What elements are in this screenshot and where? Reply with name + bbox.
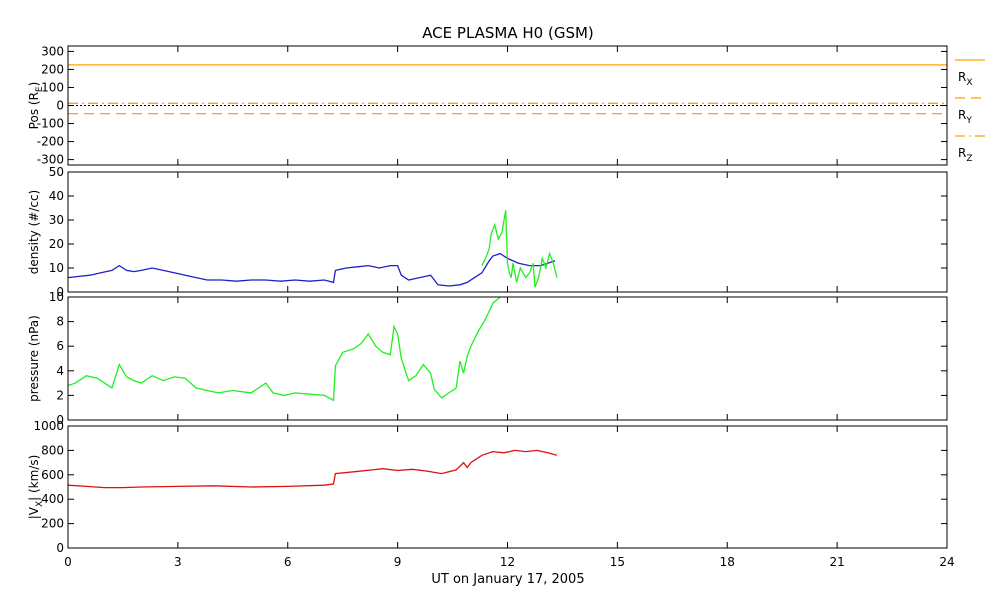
y-tick-label: 300: [41, 44, 64, 58]
y-tick-label: 1000: [33, 419, 64, 433]
series-pressure-0: [68, 297, 501, 402]
chart-title: ACE PLASMA H0 (GSM): [422, 24, 594, 42]
y-axis-label-velocity: |VX| (km/s): [27, 455, 45, 520]
y-tick-label: 6: [56, 339, 64, 353]
plot-frame-density: [67, 171, 948, 293]
y-tick-label: 400: [41, 492, 64, 506]
y-tick-label: 2: [56, 388, 64, 402]
series-density-1: [481, 210, 558, 288]
y-tick-label: 30: [49, 213, 64, 227]
x-tick-label: 0: [64, 555, 72, 569]
y-tick-label: 100: [41, 80, 64, 94]
legend-label-x: RX: [958, 70, 973, 88]
x-tick-label: 18: [720, 555, 735, 569]
y-tick-label: 200: [41, 62, 64, 76]
x-tick-label: 21: [829, 555, 844, 569]
x-tick-label: 3: [174, 555, 182, 569]
y-tick-label: 8: [56, 315, 64, 329]
x-tick-label: 24: [939, 555, 954, 569]
y-tick-label: 200: [41, 517, 64, 531]
panel-density: 0 10 20 30 40 50 density (#/cc): [27, 165, 948, 299]
plot-frame-position: [67, 45, 948, 166]
y-tick-label: 10: [49, 261, 64, 275]
y-tick-label: 10: [49, 290, 64, 304]
x-tick-label: 9: [394, 555, 402, 569]
y-tick-label: 800: [41, 443, 64, 457]
y-tick-label: -300: [37, 153, 64, 167]
x-axis-label: UT on January 17, 2005: [431, 572, 584, 587]
y-tick-label: 600: [41, 468, 64, 482]
y-tick-label: -100: [37, 117, 64, 131]
y-tick-label: 0: [56, 541, 64, 555]
y-tick-label: -200: [37, 135, 64, 149]
plot-frame-velocity: [67, 425, 948, 549]
y-axis-label-pressure: pressure (nPa): [27, 315, 41, 402]
panel-pressure: 0 2 4 6 8 10 pressure (nPa): [27, 290, 948, 427]
y-tick-label: 40: [49, 189, 64, 203]
y-tick-label: 4: [56, 364, 64, 378]
panel-position: -300 -200 -100 0 100 200 300 Pos (RE) RX RY RZ: [27, 44, 985, 167]
y-tick-label: 0: [56, 99, 64, 113]
panel-velocity: 0 200 400 600 800 1000 |VX| (km/s) 0 3 6 9 12 15 18 21…: [27, 419, 955, 569]
y-axis-label-density: density (#/cc): [27, 190, 41, 274]
y-axis-label-position: Pos (RE): [27, 82, 45, 130]
x-tick-label: 15: [610, 555, 625, 569]
legend-label-y: RY: [958, 108, 972, 126]
y-tick-label: 0: [56, 413, 64, 427]
x-tick-label: 12: [500, 555, 515, 569]
legend-label-z: RZ: [958, 146, 973, 164]
series-density-0: [68, 252, 556, 287]
x-tick-label: 6: [284, 555, 292, 569]
y-tick-label: 0: [56, 285, 64, 299]
y-tick-label: 20: [49, 237, 64, 251]
series-velocity-0: [68, 449, 558, 489]
y-tick-label: 50: [49, 165, 64, 179]
plot-frame-pressure: [67, 296, 948, 421]
